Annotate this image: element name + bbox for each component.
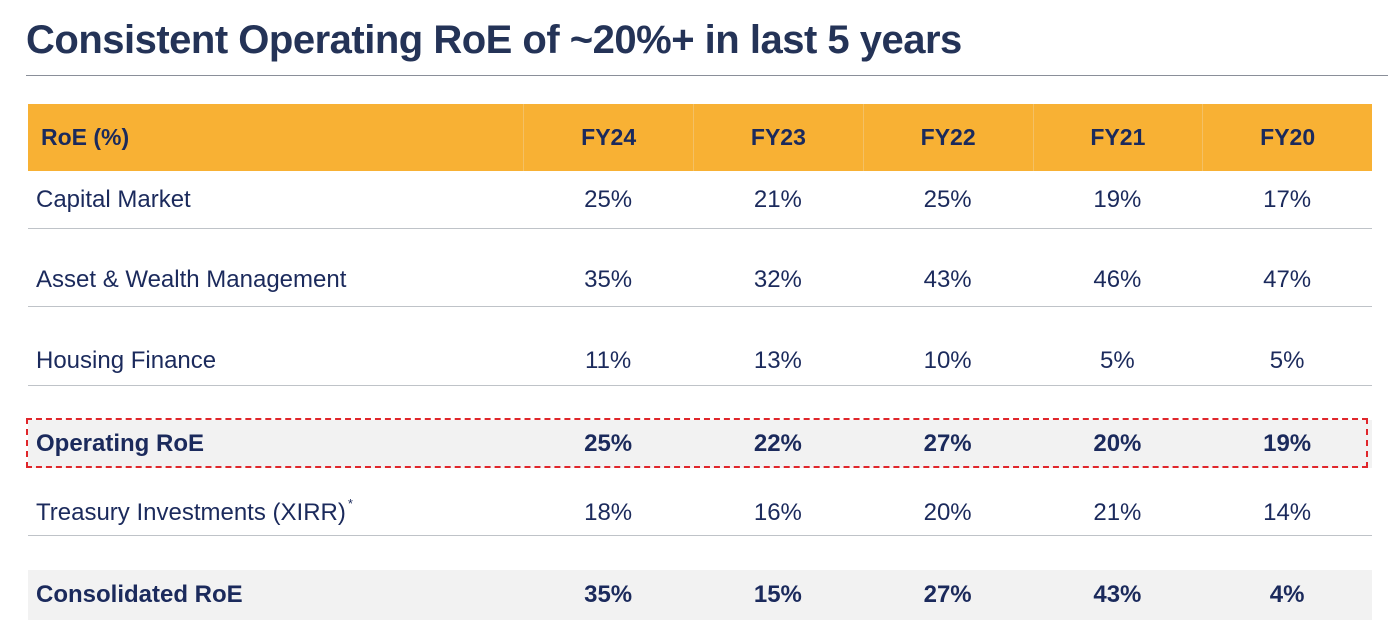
- row-value: 18%: [584, 498, 633, 526]
- table-row-asset-wealth-management: Asset & Wealth Management 35% 32% 43% 46…: [28, 254, 1372, 307]
- row-value: 35%: [584, 266, 633, 293]
- table-row-consolidated-roe: Consolidated RoE 35% 15% 27% 43% 4%: [28, 570, 1372, 620]
- roe-table: RoE (%) FY24 FY23 FY22 FY21 FY20 Capital…: [28, 104, 1372, 620]
- row-label: Consolidated RoE: [36, 581, 243, 608]
- row-value: 32%: [753, 266, 802, 293]
- header-year-fy22: FY22: [862, 104, 1033, 171]
- header-year-fy24: FY24: [523, 104, 693, 171]
- row-value: 19%: [1263, 430, 1312, 457]
- row-value: 4%: [1269, 581, 1305, 608]
- header-year-fy23: FY23: [693, 104, 863, 171]
- row-value: 20%: [923, 498, 972, 526]
- table-row-capital-market: Capital Market 25% 21% 25% 19% 17%: [28, 171, 1372, 229]
- row-value: 17%: [1263, 185, 1312, 213]
- title-divider: [26, 75, 1388, 76]
- row-value: 13%: [753, 346, 802, 374]
- row-value: 47%: [1263, 266, 1312, 293]
- footnote-marker: *: [347, 496, 353, 511]
- row-value: 35%: [584, 581, 633, 608]
- row-label: Treasury Investments (XIRR) *: [28, 490, 523, 535]
- row-label: Housing Finance: [36, 346, 217, 374]
- header-year-fy20: FY20: [1202, 104, 1372, 171]
- row-value: 27%: [923, 430, 972, 457]
- row-value: 25%: [923, 185, 972, 213]
- row-value: 27%: [923, 581, 972, 608]
- page-title: Consistent Operating RoE of ~20%+ in las…: [26, 18, 962, 62]
- row-value: 43%: [1093, 581, 1142, 608]
- row-value: 46%: [1093, 266, 1142, 293]
- row-label: Operating RoE: [36, 430, 205, 457]
- row-value: 25%: [584, 185, 633, 213]
- table-row-treasury-investments: Treasury Investments (XIRR) * 18% 16% 20%…: [28, 490, 1372, 536]
- row-value: 11%: [585, 346, 632, 374]
- row-value: 15%: [753, 581, 802, 608]
- row-value: 43%: [923, 266, 972, 293]
- row-label-text: Treasury Investments (XIRR): [36, 498, 346, 526]
- row-value: 16%: [753, 498, 802, 526]
- row-value: 25%: [584, 430, 633, 457]
- row-value: 5%: [1100, 346, 1135, 374]
- row-value: 22%: [753, 430, 802, 457]
- row-value: 21%: [1093, 498, 1142, 526]
- row-value: 20%: [1093, 430, 1142, 457]
- table-row-operating-roe: Operating RoE 25% 22% 27% 20% 19%: [28, 420, 1372, 468]
- header-label: RoE (%): [41, 124, 130, 150]
- row-label: Capital Market: [36, 185, 191, 213]
- row-value: 10%: [923, 346, 972, 374]
- row-value: 19%: [1093, 185, 1142, 213]
- table-row-housing-finance: Housing Finance 11% 13% 10% 5% 5%: [28, 336, 1372, 386]
- row-label: Asset & Wealth Management: [36, 266, 347, 293]
- table-header: RoE (%) FY24 FY23 FY22 FY21 FY20: [28, 104, 1372, 171]
- header-year-fy21: FY21: [1032, 104, 1203, 171]
- row-value: 14%: [1263, 498, 1312, 526]
- row-value: 21%: [753, 185, 802, 213]
- row-value: 5%: [1269, 346, 1305, 374]
